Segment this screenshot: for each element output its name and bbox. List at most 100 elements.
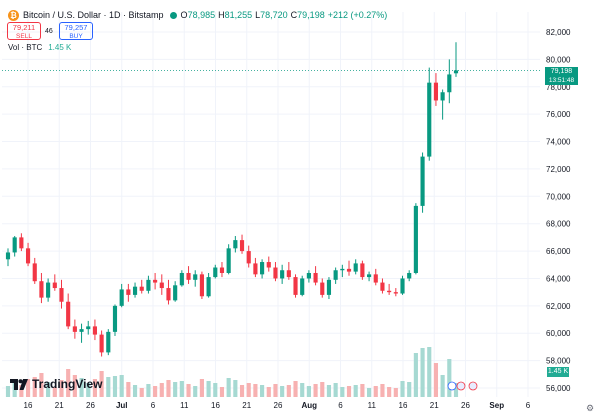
candle-body[interactable] bbox=[293, 277, 298, 295]
event-marker-icon[interactable] bbox=[447, 381, 457, 391]
candle-body[interactable] bbox=[360, 263, 365, 278]
candle-body[interactable] bbox=[453, 70, 459, 74]
candle-body[interactable] bbox=[320, 282, 325, 295]
candle-body[interactable] bbox=[219, 267, 225, 273]
candle-body[interactable] bbox=[433, 82, 439, 101]
candle-body[interactable] bbox=[340, 268, 345, 271]
candle-body[interactable] bbox=[112, 305, 118, 332]
candle-body[interactable] bbox=[199, 274, 204, 297]
candle-body[interactable] bbox=[447, 74, 452, 93]
volume-bar bbox=[199, 379, 204, 397]
time-tick-label: 16 bbox=[211, 401, 220, 410]
candle-body[interactable] bbox=[266, 262, 271, 268]
candlesticks[interactable] bbox=[5, 42, 459, 357]
volume-bar bbox=[52, 387, 57, 397]
volume-bar bbox=[387, 387, 392, 397]
candle-body[interactable] bbox=[413, 205, 418, 273]
candle-body[interactable] bbox=[173, 285, 178, 301]
candle-body[interactable] bbox=[52, 282, 57, 289]
candle-body[interactable] bbox=[126, 289, 131, 295]
candle-body[interactable] bbox=[373, 274, 378, 283]
candle-body[interactable] bbox=[400, 278, 405, 294]
candle-body[interactable] bbox=[300, 278, 305, 295]
volume-bar bbox=[166, 380, 171, 397]
volume-legend[interactable]: Vol · BTC 1.45 K bbox=[8, 43, 71, 52]
buy-button[interactable]: 79,257 BUY bbox=[59, 22, 93, 40]
volume-bar bbox=[66, 369, 71, 397]
candle-body[interactable] bbox=[286, 270, 291, 278]
candle-body[interactable] bbox=[246, 251, 251, 264]
candle-body[interactable] bbox=[86, 326, 91, 330]
volume-bar bbox=[373, 386, 378, 397]
candle-body[interactable] bbox=[166, 288, 171, 301]
candle-body[interactable] bbox=[326, 279, 332, 295]
volume-bar bbox=[400, 381, 405, 397]
candle-body[interactable] bbox=[427, 82, 432, 157]
candle-body[interactable] bbox=[213, 267, 218, 278]
candle-body[interactable] bbox=[25, 248, 31, 264]
flag-us-icon[interactable] bbox=[468, 381, 478, 391]
settings-icon[interactable]: ⚙ bbox=[586, 403, 595, 413]
volume-bar bbox=[293, 381, 298, 397]
candle-body[interactable] bbox=[260, 262, 265, 275]
candle-body[interactable] bbox=[12, 237, 17, 253]
candle-body[interactable] bbox=[233, 240, 238, 249]
candle-body[interactable] bbox=[333, 270, 338, 280]
candle-body[interactable] bbox=[346, 268, 352, 272]
volume-bar bbox=[427, 347, 432, 397]
candle-body[interactable] bbox=[72, 326, 77, 332]
sell-button[interactable]: 79,211 SELL bbox=[7, 22, 41, 40]
market-status-icon[interactable] bbox=[169, 11, 177, 19]
candle-body[interactable] bbox=[99, 334, 104, 353]
candle-body[interactable] bbox=[407, 272, 412, 279]
candle-body[interactable] bbox=[193, 274, 198, 280]
candle-body[interactable] bbox=[19, 237, 24, 249]
volume-bar bbox=[59, 380, 64, 397]
candle-body[interactable] bbox=[59, 288, 64, 302]
flag-us-icon[interactable] bbox=[456, 381, 466, 391]
price-axis[interactable]: 56,000 58,000 60,000 62,000 64,000 66,000 68,0… bbox=[546, 28, 571, 393]
candle-body[interactable] bbox=[186, 272, 191, 280]
time-tick-label: 21 bbox=[430, 401, 439, 410]
candle-body[interactable] bbox=[420, 156, 425, 206]
candle-body[interactable] bbox=[139, 286, 144, 291]
candle-body[interactable] bbox=[393, 292, 398, 294]
candle-body[interactable] bbox=[5, 252, 11, 260]
symbol-title[interactable]: Bitcoin / U.S. Dollar · 1D · Bitstamp bbox=[23, 10, 164, 20]
volume-bar bbox=[213, 383, 218, 397]
candle-body[interactable] bbox=[92, 326, 97, 335]
time-tick-label: 21 bbox=[242, 401, 251, 410]
candle-body[interactable] bbox=[273, 267, 278, 279]
candle-body[interactable] bbox=[253, 263, 258, 275]
candle-body[interactable] bbox=[313, 272, 318, 283]
volume-bar bbox=[19, 385, 24, 397]
tradingview-logo[interactable]: TradingView bbox=[10, 377, 102, 391]
candle-body[interactable] bbox=[387, 290, 392, 293]
candle-body[interactable] bbox=[39, 281, 44, 298]
candle-body[interactable] bbox=[206, 277, 211, 297]
candle-body[interactable] bbox=[146, 279, 151, 291]
time-axis[interactable]: 16 21 26 Jul 6 11 16 21 26 Aug 6 11 16 21 26 Sep 6 bbox=[24, 401, 531, 410]
candle-body[interactable] bbox=[306, 272, 311, 279]
volume-bar bbox=[266, 387, 271, 397]
candle-body[interactable] bbox=[367, 274, 372, 278]
candle-body[interactable] bbox=[106, 331, 111, 353]
candle-body[interactable] bbox=[66, 301, 71, 327]
candle-body[interactable] bbox=[280, 270, 285, 279]
candle-body[interactable] bbox=[380, 282, 385, 291]
candle-body[interactable] bbox=[46, 282, 51, 298]
candle-body[interactable] bbox=[153, 279, 158, 283]
candle-body[interactable] bbox=[239, 240, 245, 252]
candle-body[interactable] bbox=[440, 92, 445, 101]
candle-body[interactable] bbox=[226, 248, 231, 273]
candle-body[interactable] bbox=[159, 282, 164, 289]
candle-body[interactable] bbox=[32, 263, 37, 282]
event-markers[interactable] bbox=[447, 381, 478, 391]
candle-body[interactable] bbox=[132, 286, 138, 295]
candle-body[interactable] bbox=[353, 263, 358, 272]
candle-body[interactable] bbox=[79, 329, 84, 332]
volume-bar bbox=[119, 375, 124, 397]
candle-body[interactable] bbox=[179, 272, 184, 286]
candle-body[interactable] bbox=[119, 289, 124, 306]
